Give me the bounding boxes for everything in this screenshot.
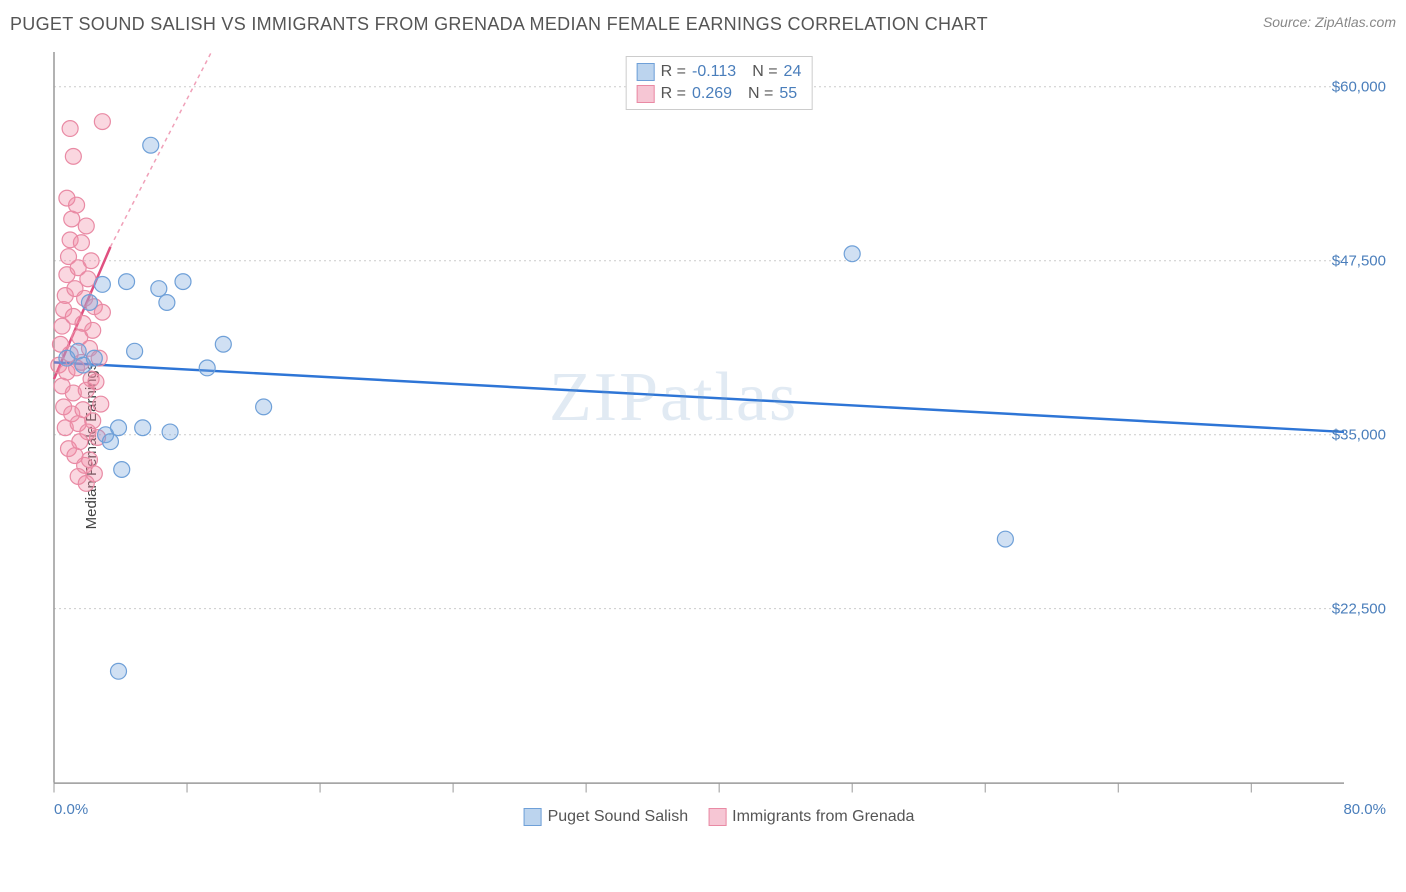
legend-r-label: R = [661,63,686,81]
y-tick-label: $35,000 [1332,426,1386,443]
legend-item: Puget Sound Salish [524,808,689,826]
swatch-icon [524,808,542,826]
chart-area: R = -0.113 N = 24 R = 0.269 N = 55 ZIPat… [44,52,1394,832]
legend-r-label: R = [661,85,686,103]
scatter-plot [44,52,1394,832]
chart-title: PUGET SOUND SALISH VS IMMIGRANTS FROM GR… [10,14,988,35]
y-tick-label: $47,500 [1332,252,1386,269]
legend-n-label: N = [748,85,773,103]
y-tick-label: $60,000 [1332,78,1386,95]
legend-r-value: -0.113 [692,63,736,81]
legend-r-value: 0.269 [692,85,732,103]
legend-n-value: 24 [784,63,802,81]
legend-label: Puget Sound Salish [548,808,689,826]
legend-label: Immigrants from Grenada [732,808,914,826]
x-axis-end-label: 80.0% [1343,801,1386,818]
chart-source: Source: ZipAtlas.com [1263,14,1396,30]
legend-n-value: 55 [779,85,797,103]
swatch-icon [637,63,655,81]
legend-n-label: N = [752,63,777,81]
swatch-icon [708,808,726,826]
legend-row: R = 0.269 N = 55 [637,83,802,105]
legend-item: Immigrants from Grenada [708,808,914,826]
legend-row: R = -0.113 N = 24 [637,61,802,83]
chart-header: PUGET SOUND SALISH VS IMMIGRANTS FROM GR… [10,14,1396,35]
series-legend: Puget Sound Salish Immigrants from Grena… [524,808,915,826]
y-tick-label: $22,500 [1332,600,1386,617]
x-axis-start-label: 0.0% [54,801,88,818]
swatch-icon [637,85,655,103]
correlation-legend: R = -0.113 N = 24 R = 0.269 N = 55 [626,56,813,110]
